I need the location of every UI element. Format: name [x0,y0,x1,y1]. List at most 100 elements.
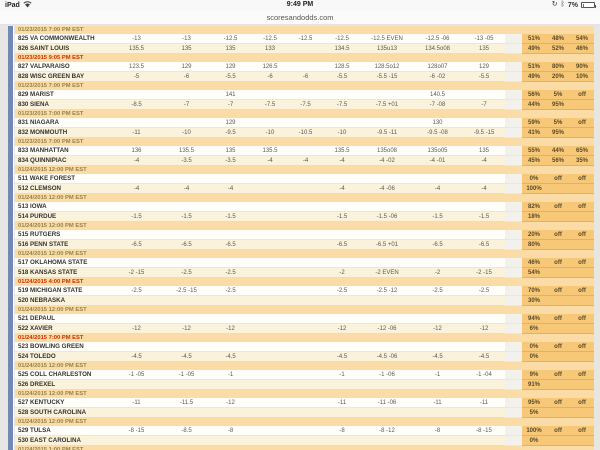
line-value [251,408,289,418]
consensus-pct [546,408,570,418]
line-value [412,202,463,212]
consensus-pct: 51% [522,34,546,44]
line-value: -12 [163,324,210,334]
team-row[interactable]: 831 NIAGARA 129 130 59% 5% off [15,118,594,128]
team-row[interactable]: 519 MICHIGAN STATE -2.5 -2.5 -15 -2.5 -2.5 -2… [15,286,594,296]
team-row[interactable]: 833 MANHATTAN 136 135.5 135 135.5 135.5 135o08… [15,146,594,156]
team-row[interactable]: 827 VALPARAISO 123.5 129 129 126.5 128.5 128.5… [15,62,594,72]
line-value [322,436,362,446]
consensus-pct [570,380,594,390]
consensus-pct [570,100,594,110]
line-value: -5.5 [463,72,505,82]
consensus-pct: 9% [522,370,546,380]
team-row[interactable]: 527 KENTUCKY -11 -11.5 -12 -11 -11 -06 -11 -11 9… [15,398,594,408]
team-row[interactable]: 525 COLL CHARLESTON -1 -05 -1 -05 -1 -1 -1 -0… [15,370,594,380]
line-value [251,174,289,184]
team-row[interactable]: 515 RUTGERS 20% off off [15,230,594,240]
team-row[interactable]: 511 WAKE FOREST 0% off off [15,174,594,184]
team-row[interactable]: 829 MARIST 141 140.5 56% 5% off [15,90,594,100]
line-value: -12 [210,398,251,408]
line-value: 126.5 [251,62,289,72]
header-pct-band [522,166,594,174]
line-value: -12.5 [322,34,362,44]
team-row[interactable]: 834 QUINNIPIAC -4 -3.5 -3.5 -4 -4 -4 -4 -02 -4 -… [15,156,594,166]
header-gap [505,110,522,118]
team-row[interactable]: 825 VA COMMONWEALTH -13 -13 -12.5 -12.5 -12.5… [15,34,594,44]
team-row[interactable]: 513 IOWA 82% off off [15,202,594,212]
team-name: 831 NIAGARA [15,118,110,128]
consensus-pct [570,128,594,138]
team-row[interactable]: 830 SIENA -8.5 -7 -7 -7.5 -7.5 -7.5 -7.5 +01 -7 … [15,100,594,110]
consensus-pct: off [570,286,594,296]
line-value: -1 [210,370,251,380]
line-value [289,398,322,408]
team-row[interactable]: 528 SOUTH CAROLINA 5% [15,408,594,418]
header-pct-band [522,26,594,34]
consensus-pct: off [546,342,570,352]
line-value [289,212,322,222]
team-name: 527 KENTUCKY [15,398,110,408]
team-name: 825 VA COMMONWEALTH [15,34,110,44]
team-row[interactable]: 512 CLEMSON -4 -4 -4 -4 -4 -06 -4 -4 100% [15,184,594,194]
header-pct-band [522,362,594,370]
team-row[interactable]: 514 PURDUE -1.5 -1.5 -1.5 -1.5 -1.5 -06 -1.5 -1… [15,212,594,222]
team-row[interactable]: 828 WISC GREEN BAY -5 -6 -5.5 -6 -6 -5.5 -5.5 -… [15,72,594,82]
header-gap [505,446,522,450]
team-row[interactable]: 517 OKLAHOMA STATE 46% off off [15,258,594,268]
browser-domain-bar[interactable]: scoresandodds.com [0,11,600,25]
line-value: -1.5 [322,212,362,222]
consensus-pct: 65% [570,146,594,156]
line-value: 134.5 [322,44,362,54]
team-name: 523 BOWLING GREEN [15,342,110,352]
consensus-pct: 100% [522,426,546,436]
consensus-pct: 41% [522,128,546,138]
team-row[interactable]: 826 SAINT LOUIS 135.5 135 135 133 134.5 135u13… [15,44,594,54]
rotation-lock-icon: ↻ [551,1,558,8]
line-value [163,314,210,324]
line-value [251,370,289,380]
line-value: -8.5 [163,426,210,436]
line-value [163,174,210,184]
team-row[interactable]: 522 XAVIER -12 -12 -12 -12 -12 -06 -12 -12 6% [15,324,594,334]
team-row[interactable]: 530 EAST CAROLINA 0% [15,436,594,446]
line-value: -8.5 [110,100,163,110]
consensus-pct: 20% [522,230,546,240]
line-value: -11 [110,398,163,408]
consensus-pct [546,296,570,306]
line-value: -7 [163,100,210,110]
line-value: 129 [163,62,210,72]
team-name: 827 VALPARAISO [15,62,110,72]
line-value: -4 [412,184,463,194]
line-value [210,230,251,240]
consensus-pct: 82% [522,202,546,212]
team-row[interactable]: 523 BOWLING GREEN 0% off off [15,342,594,352]
line-value [362,380,412,390]
line-value [322,258,362,268]
line-value: 135 [463,44,505,54]
line-value: -6.5 [412,240,463,250]
game-time-label: 01/23/2015 7:00 PM EST [15,26,505,34]
line-value: -13 -05 [463,34,505,44]
team-row[interactable]: 520 NEBRASKA 30% [15,296,594,306]
line-value: -5.5 [210,72,251,82]
team-row[interactable]: 516 PENN STATE -6.5 -6.5 -6.5 -6.5 -6.5 +01 -6… [15,240,594,250]
column-gap [505,202,522,212]
column-gap [505,436,522,446]
line-value [251,90,289,100]
line-value [251,202,289,212]
team-row[interactable]: 529 TULSA -8 -15 -8.5 -8 -8 -8 -12 -8 -8 -15 100… [15,426,594,436]
status-time: 9:49 PM [286,1,314,8]
team-name: 528 SOUTH CAROLINA [15,408,110,418]
line-value [251,268,289,278]
team-row[interactable]: 526 DREXEL 91% [15,380,594,390]
line-value: -4 [289,156,322,166]
line-value [289,314,322,324]
team-row[interactable]: 832 MONMOUTH -11 -10 -9.5 -10 -10.5 -10 -9.5 -1… [15,128,594,138]
team-row[interactable]: 518 KANSAS STATE -2 -15 -2.5 -2.5 -2 -2 EVEN -… [15,268,594,278]
line-value: -8 [322,426,362,436]
team-row[interactable]: 524 TOLEDO -4.5 -4.5 -4.5 -4.5 -4.5 -06 -4.5 -4… [15,352,594,362]
line-value [362,230,412,240]
team-name: 833 MANHATTAN [15,146,110,156]
team-row[interactable]: 521 DEPAUL 94% off off [15,314,594,324]
consensus-pct: 55% [522,146,546,156]
